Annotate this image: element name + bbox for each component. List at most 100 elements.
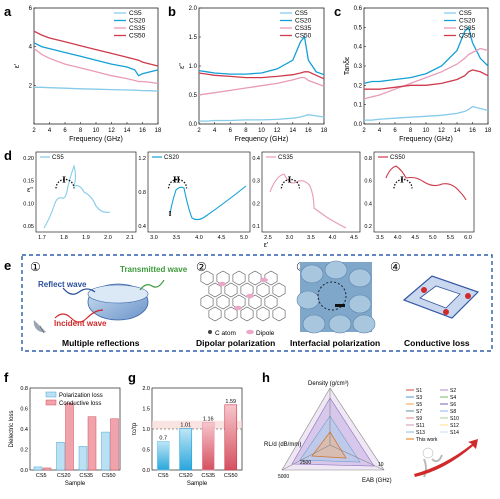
x-tick-label: 2 (362, 128, 366, 134)
x-tick-label: 18 (155, 128, 162, 134)
y-tick-label: 0.5 (142, 448, 150, 454)
step-4-caption: Conductive loss (404, 338, 470, 348)
x-axis-title: Sample (65, 481, 86, 487)
panel-letter-g: g (128, 370, 136, 385)
legend-label-cs35: CS35 (295, 25, 312, 32)
cole-cole-curve (169, 185, 247, 221)
series-line-cs20 (33, 42, 159, 77)
x-tick-label: 3.0 (286, 235, 294, 241)
panel-d-cole-cole: 0.05 0.10 0.15 0.20 1.7 1.8 1.9 2.0 2.1 CS5 I 0.4 0.… (23, 151, 475, 249)
bar-cs20 (179, 428, 193, 471)
x-tick-label: 18 (321, 128, 328, 134)
x-tick-label: 12 (108, 128, 115, 134)
legend-label-cs20: CS20 (129, 18, 146, 25)
bar-cs35 (201, 422, 215, 471)
x-axis-title: Frequency (GHz) (69, 136, 123, 143)
x-tick-label: 2.5 (264, 235, 272, 241)
radar-legend-label: S2 (450, 388, 456, 394)
relaxation-marker-label: I (400, 174, 404, 184)
y-tick-label: 2.0 (189, 6, 198, 12)
category-label: CS5 (36, 473, 47, 479)
subplot-frame-cs5 (35, 151, 137, 233)
lattice-hexagon (240, 306, 254, 322)
x-tick-label: 8 (79, 128, 83, 134)
lattice-hexagon (208, 282, 222, 298)
x-tick-label: 16 (305, 128, 312, 134)
series-line-cs50 (364, 69, 489, 90)
lattice-hexagon (256, 306, 270, 322)
x-tick-label: 8 (244, 128, 248, 134)
subplot-legend-label: CS35 (278, 155, 294, 161)
electron-1 (421, 287, 427, 293)
y-tick-label: 1.2 (138, 156, 146, 162)
y-tick-label: 4 (29, 45, 33, 51)
y-tick-label: 0.6 (364, 179, 372, 185)
chart-b: 2 4 6 8 10 12 14 16 18 0.0 0.5 1.0 1.5 2.0 Frequency (… (179, 6, 328, 143)
x-tick-label: 1.8 (60, 235, 68, 241)
category-label: CS50 (102, 473, 116, 479)
y-axis-title: ε'' (179, 63, 186, 69)
y-tick-label: 0.8 (364, 156, 372, 162)
radar-legend-label: S1 (416, 388, 422, 394)
y-axis-title: ε' (14, 64, 21, 68)
legend-label-cs50: CS50 (129, 33, 146, 40)
y-tick-label: 1.5 (142, 407, 150, 413)
y-tick-label: 0.4 (20, 427, 28, 433)
y-tick-label: 0.0 (189, 122, 198, 128)
radar-legend: S1 S2 S3 S4 S5 S6 S7 S8 S9 S10 S11 S12 S13 S14 This wo… (406, 388, 459, 443)
step-3-caption: Interfacial polarization (290, 338, 380, 348)
panel-letter-a: a (4, 4, 12, 19)
x-tick-label: 12 (274, 128, 281, 134)
y-tick-label: 0.10 (23, 201, 34, 207)
data-label-cs50: 1.59 (225, 399, 236, 405)
data-label-cs5: 0.7 (159, 435, 167, 441)
dipole-legend: Dipole (256, 330, 275, 337)
legend-label-cs20: CS20 (295, 18, 312, 25)
bar-cs50 (224, 404, 238, 471)
interface-cell (302, 314, 326, 334)
y-tick-label: 0.8 (20, 386, 28, 392)
bar-polarization-cs20 (56, 442, 65, 471)
reflect-wave-label: Reflect wave (38, 280, 87, 289)
panel-h-radar: Density (g/cm³) RL/d (dB/mm) EAB (GHz) 2… (264, 381, 478, 484)
radar-legend-label: S4 (450, 395, 456, 401)
radar-legend-label: S12 (450, 423, 459, 429)
y-tick-label: 0.4 (354, 45, 363, 51)
x-tick-label: 6 (63, 128, 67, 134)
panel-letter-e: e (4, 258, 11, 273)
x-tick-label: 4.5 (350, 235, 358, 241)
lattice-hexagon (208, 306, 222, 322)
c-atom-legend-icon (208, 330, 212, 334)
x-tick-label: 5.0 (240, 235, 248, 241)
x-tick-label: 10 (93, 128, 100, 134)
radar-axis-rl (281, 444, 331, 471)
x-tick-label: 4 (378, 128, 382, 134)
c-atom-legend: C atom (215, 330, 236, 337)
step-2-number: ② (196, 260, 207, 274)
dipole-legend-icon (246, 329, 254, 335)
x-axis-title: Sample (187, 481, 208, 487)
interface-highlight-circle (317, 281, 347, 311)
x-tick-label: 1.7 (38, 235, 46, 241)
legend-label-cs50: CS50 (295, 33, 312, 40)
subplot-legend-label: CS5 (52, 155, 64, 161)
x-tick-label: 3.5 (173, 235, 181, 241)
x-tick-label: 18 (485, 128, 492, 134)
y-axis-title: Dielectric loss (9, 410, 15, 447)
x-tick-label: 3.0 (150, 235, 158, 241)
radar-legend-label: S5 (416, 402, 422, 408)
legend-label: Polarization loss (59, 393, 103, 399)
lattice-hexagon (224, 282, 238, 298)
better-body-icon (423, 454, 443, 478)
graphene-lattice (200, 270, 286, 322)
subplot-legend-label: CS50 (390, 155, 406, 161)
radar-axis-density-label: Density (g/cm³) (308, 381, 349, 387)
relaxation-marker-label-2: I (169, 211, 172, 218)
interface-cells (296, 260, 376, 334)
radar-axis-rl-label: RL/d (dB/mm) (264, 442, 301, 448)
y-tick-label: 2.0 (142, 386, 150, 392)
step-conductive-loss: ④ Conductive loss (390, 260, 480, 348)
transmitted-wave-arrow (139, 279, 165, 291)
relaxation-marker-label: I (288, 174, 292, 184)
